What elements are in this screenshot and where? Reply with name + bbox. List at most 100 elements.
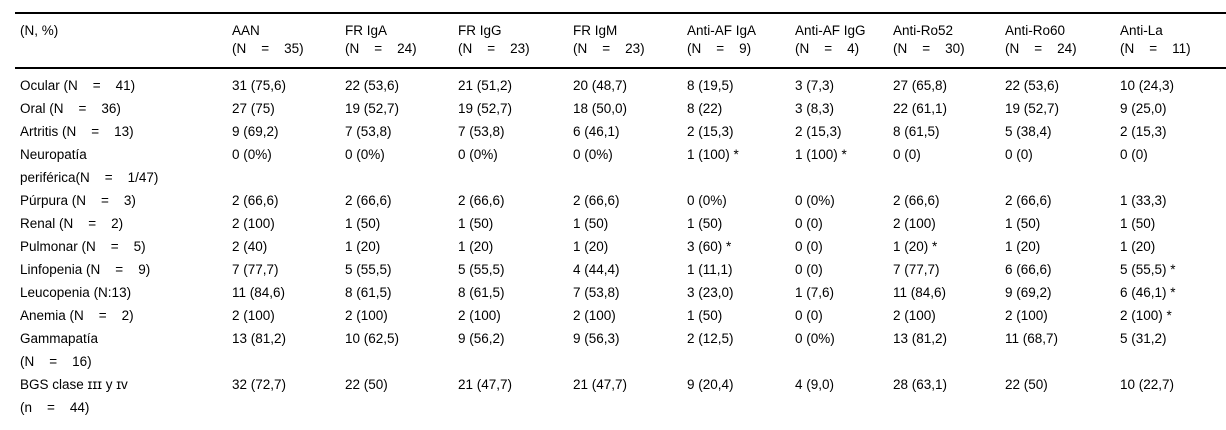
table-cell: 2 (100) *: [1120, 308, 1172, 323]
table-cell: 13 (81,2): [893, 331, 948, 346]
table-row: Neuropatía periférica(N = 1/47) 0 (0%) 0 (…: [15, 143, 1226, 189]
table-cell: 21 (47,7): [458, 377, 513, 392]
table-cell: 19 (52,7): [1005, 101, 1060, 116]
table-cell: 1 (33,3): [1120, 193, 1167, 208]
table-cell: 21 (47,7): [573, 377, 628, 392]
column-header-7: Anti-Ro52 (N = 30): [893, 13, 1005, 69]
table-cell: 8 (61,5): [458, 285, 505, 300]
table-cell: 0 (0): [795, 239, 823, 254]
table-cell: 1 (50): [687, 216, 723, 231]
row-label: Púrpura (N = 3): [20, 193, 136, 208]
table-cell: 1 (50): [345, 216, 381, 231]
table-cell: 2 (66,6): [458, 193, 505, 208]
table-cell: 1 (20): [1005, 239, 1041, 254]
table-cell: 32 (72,7): [232, 377, 287, 392]
table-cell: 5 (55,5): [345, 262, 392, 277]
table-row: Artritis (N = 13) 9 (69,2) 7 (53,8) 7 (53,8…: [15, 120, 1226, 143]
table-cell: 7 (53,8): [573, 285, 620, 300]
table-cell: 3 (23,0): [687, 285, 734, 300]
table-cell: 7 (53,8): [345, 124, 392, 139]
corner-header: (N, %): [15, 13, 232, 69]
table-cell: 22 (53,6): [345, 78, 400, 93]
table-cell: 3 (7,3): [795, 78, 835, 93]
table-row: Renal (N = 2) 2 (100) 1 (50) 1 (50) 1 (50) 1 …: [15, 212, 1226, 235]
column-header-9: Anti-La (N = 11): [1120, 13, 1226, 69]
table-cell: 5 (55,5): [458, 262, 505, 277]
table-cell: 1 (20): [1120, 239, 1156, 254]
column-header-5: Anti-AF IgA (N = 9): [687, 13, 795, 69]
table-cell: 2 (66,6): [1005, 193, 1052, 208]
table-cell: 10 (24,3): [1120, 78, 1175, 93]
table-cell: 27 (75): [232, 101, 275, 116]
row-label: Ocular (N = 41): [20, 78, 136, 93]
table-cell: 0 (0): [795, 262, 823, 277]
table-cell: 6 (46,1): [573, 124, 620, 139]
row-label: Artritis (N = 13): [20, 124, 134, 139]
table-cell: 11 (84,6): [232, 285, 286, 300]
table-cell: 4 (44,4): [573, 262, 620, 277]
table-cell: 2 (15,3): [795, 124, 842, 139]
table-cell: 1 (50): [1120, 216, 1156, 231]
table-cell: 2 (100): [458, 308, 501, 323]
header-row: (N, %) AAN (N = 35) FR IgA (N = 24) FR IgG…: [15, 13, 1226, 69]
table-cell: 1 (11,1): [687, 262, 733, 277]
table-cell: 9 (25,0): [1120, 101, 1167, 116]
table-cell: 18 (50,0): [573, 101, 628, 116]
table-cell: 10 (62,5): [345, 331, 400, 346]
table-cell: 11 (84,6): [893, 285, 947, 300]
table-row: Linfopenia (N = 9) 7 (77,7) 5 (55,5) 5 (55,…: [15, 258, 1226, 281]
table-cell: 1 (100) *: [687, 147, 739, 162]
table-cell: 19 (52,7): [458, 101, 513, 116]
table-cell: 0 (0): [1120, 147, 1148, 162]
table-cell: 9 (20,4): [687, 377, 734, 392]
table-cell: 27 (65,8): [893, 78, 948, 93]
table-cell: 0 (0%): [458, 147, 498, 162]
table-cell: 3 (60) *: [687, 239, 732, 254]
table-cell: 2 (100): [893, 308, 936, 323]
table-cell: 7 (53,8): [458, 124, 505, 139]
table-row: Leucopenia (N:13) 11 (84,6) 8 (61,5) 8 (61,…: [15, 281, 1226, 304]
table-cell: 31 (75,6): [232, 78, 287, 93]
table-cell: 9 (69,2): [1005, 285, 1052, 300]
row-label: Leucopenia (N:13): [20, 285, 132, 300]
table-cell: 0 (0): [1005, 147, 1033, 162]
table-row: Gammapatía (N = 16) 13 (81,2) 10 (62,5) 9 (…: [15, 327, 1226, 373]
table-cell: 22 (53,6): [1005, 78, 1060, 93]
table-cell: 9 (56,2): [458, 331, 505, 346]
column-header-3: FR IgG (N = 23): [458, 13, 573, 69]
row-label: Renal (N = 2): [20, 216, 124, 231]
table-cell: 3 (8,3): [795, 101, 835, 116]
table-cell: 0 (0%): [687, 193, 727, 208]
table-cell: 19 (52,7): [345, 101, 400, 116]
table-cell: 2 (66,6): [345, 193, 392, 208]
table-row: Ocular (N = 41) 31 (75,6) 22 (53,6) 21 (51,…: [15, 68, 1226, 97]
table-cell: 0 (0%): [573, 147, 613, 162]
table-cell: 0 (0%): [795, 331, 835, 346]
table-cell: 28 (63,1): [893, 377, 948, 392]
column-header-1: AAN (N = 35): [232, 13, 345, 69]
table-cell: 22 (50): [1005, 377, 1048, 392]
table-row: Oral (N = 36) 27 (75) 19 (52,7) 19 (52,7) 18…: [15, 97, 1226, 120]
table-row: Pulmonar (N = 5) 2 (40) 1 (20) 1 (20) 1 (20)…: [15, 235, 1226, 258]
table-cell: 8 (22): [687, 101, 723, 116]
table-cell: 2 (12,5): [687, 331, 734, 346]
table-row: BGS clase ɪɪɪ y ɪᴠ (n = 44) 32 (72,7) 22 (…: [15, 373, 1226, 430]
table-cell: 2 (66,6): [573, 193, 620, 208]
table-cell: 1 (20) *: [893, 239, 938, 254]
column-header-4: FR IgM (N = 23): [573, 13, 687, 69]
column-header-8: Anti-Ro60 (N = 24): [1005, 13, 1120, 69]
table-cell: 1 (100) *: [795, 147, 847, 162]
table-cell: 6 (46,1) *: [1120, 285, 1176, 300]
table-cell: 5 (38,4): [1005, 124, 1052, 139]
table-cell: 0 (0%): [345, 147, 385, 162]
table-cell: 1 (50): [573, 216, 609, 231]
table-cell: 22 (61,1): [893, 101, 948, 116]
autoantibody-prevalence-table: (N, %) AAN (N = 35) FR IgA (N = 24) FR IgG…: [15, 12, 1226, 430]
table-cell: 21 (51,2): [458, 78, 513, 93]
table-cell: 22 (50): [345, 377, 388, 392]
table-row: Anemia (N = 2) 2 (100) 2 (100) 2 (100) 2 (10…: [15, 304, 1226, 327]
table-cell: 7 (77,7): [232, 262, 279, 277]
table-body: Ocular (N = 41) 31 (75,6) 22 (53,6) 21 (51,…: [15, 68, 1226, 430]
table-cell: 0 (0%): [795, 193, 835, 208]
